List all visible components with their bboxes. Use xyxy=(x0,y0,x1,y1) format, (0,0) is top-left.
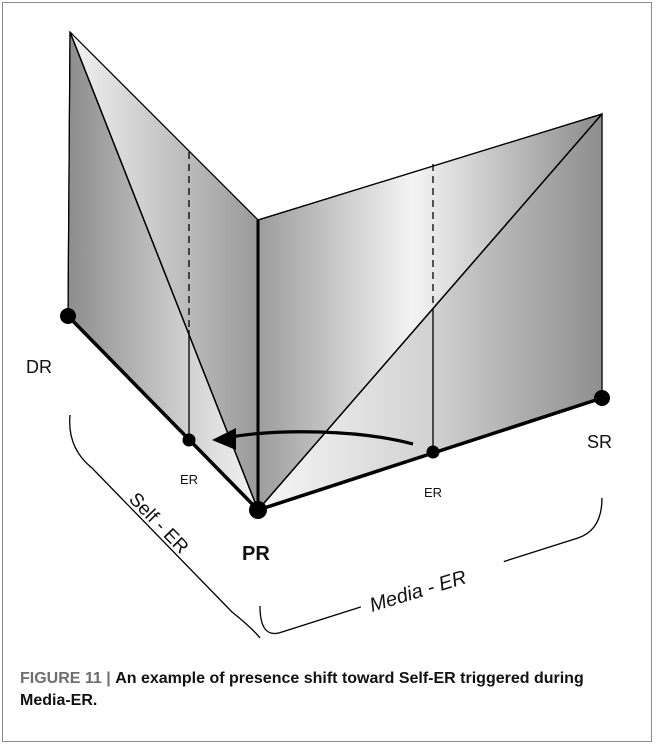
right-top-edge xyxy=(257,113,603,221)
figure-caption: FIGURE 11 | An example of presence shift… xyxy=(20,668,620,712)
caption-separator: | xyxy=(106,670,111,687)
shift-arrowhead xyxy=(212,428,236,450)
label-pr: PR xyxy=(242,543,270,565)
self-axis xyxy=(66,314,260,512)
left-back-edge xyxy=(67,31,71,317)
point-er-right xyxy=(426,445,440,459)
right-panel xyxy=(256,112,603,512)
point-sr xyxy=(594,390,610,406)
label-dr: DR xyxy=(26,357,52,377)
point-er-left xyxy=(182,433,196,447)
label-er-left: ER xyxy=(180,472,198,487)
caption-text: An example of presence shift toward Self… xyxy=(20,670,584,709)
label-sr: SR xyxy=(587,432,612,452)
point-dr xyxy=(60,308,76,324)
right-diagonal xyxy=(257,113,603,511)
caption-figure-label: FIGURE 11 xyxy=(20,670,102,687)
media-er-bracket: Media - ER xyxy=(259,497,603,635)
label-self-er: Self - ER xyxy=(124,489,192,558)
label-er-right: ER xyxy=(424,485,442,500)
left-panel xyxy=(67,30,259,512)
presence-diagram: DR PR SR ER ER Self - ER Media - ER xyxy=(26,30,612,639)
left-diagonal xyxy=(69,31,259,511)
point-pr xyxy=(249,501,267,519)
shift-arrow xyxy=(223,430,414,446)
